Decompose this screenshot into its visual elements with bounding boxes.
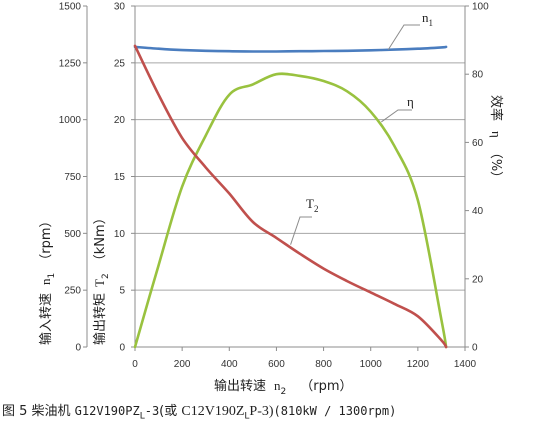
x-tick-label-0: 0	[132, 359, 138, 370]
series-leaders	[290, 24, 420, 245]
caption-paren: (或	[159, 404, 182, 419]
y-left2-tick-label-20: 20	[114, 115, 126, 126]
series-lines	[133, 44, 448, 349]
y-left1-tick-label-1250: 1250	[59, 58, 82, 69]
series-label-n1: n1	[422, 10, 433, 28]
series-label-t2: T2	[306, 196, 318, 214]
caption-prefix: 图 5 柴油机	[2, 404, 75, 419]
x-tick-labels: 0 200 400 600 800 1000 1200 1400	[132, 359, 476, 370]
y-left1-title: 输入转速n1（rpm）	[38, 214, 57, 345]
y-left2-tick-label-30: 30	[114, 2, 126, 13]
leader-t2	[290, 216, 312, 245]
x-tick-label-1400: 1400	[454, 359, 477, 370]
x-tick-label-600: 600	[268, 359, 285, 370]
y-right-tick-label-40: 40	[472, 206, 484, 217]
series-line-2	[133, 44, 448, 349]
y-right-tick-label-80: 80	[472, 70, 484, 81]
series-line-1	[133, 72, 448, 349]
y-left1-tick-label-1500: 1500	[59, 2, 82, 13]
y-right-tick-labels: 0 20 40 60 80 100	[472, 2, 489, 354]
y-right-tick-label-0: 0	[472, 343, 478, 354]
caption-rating: (810kW / 1300rpm)	[273, 404, 397, 418]
gridlines	[135, 5, 465, 291]
series-label-eta: η	[407, 94, 414, 109]
y-left2-tick-labels: 0 5 10 15 20 25 30	[114, 2, 126, 354]
y-left1-tick-label-750: 750	[64, 172, 81, 183]
caption-model2: C12V190Z	[181, 404, 245, 419]
x-axis-title: 输出转速 n2 （rpm）	[214, 378, 353, 397]
y-right-tick-label-100: 100	[472, 2, 489, 13]
caption-model2-sub: L	[244, 411, 250, 422]
y-right-tick-label-60: 60	[472, 138, 484, 149]
axes	[83, 5, 469, 351]
figure-caption: 图 5 柴油机 G12V190PZL-3(或 C12V190ZLP-3)(810…	[2, 400, 396, 422]
y-left1-tick-label-250: 250	[64, 286, 81, 297]
leader-eta	[381, 109, 412, 123]
y-left2-tick-label-25: 25	[114, 58, 126, 69]
caption-model1-suffix: -3	[144, 404, 160, 418]
y-right-tick-label-20: 20	[472, 274, 484, 285]
y-left2-tick-label-0: 0	[119, 343, 125, 354]
y-right-title: 效率η（%）	[488, 95, 504, 184]
y-left1-tick-label-0: 0	[75, 343, 81, 354]
y-left1-tick-label-1000: 1000	[59, 115, 82, 126]
y-left1-tick-label-500: 500	[64, 229, 81, 240]
leader-n1	[387, 24, 420, 50]
x-tick-label-800: 800	[315, 359, 332, 370]
series-line-0	[133, 45, 448, 53]
x-tick-label-1000: 1000	[360, 359, 383, 370]
caption-model1: G12V190PZ	[74, 404, 140, 418]
y-left2-title: 输出转矩T2（kNm）	[92, 211, 111, 345]
x-tick-label-400: 400	[221, 359, 238, 370]
x-tick-label-200: 200	[174, 359, 191, 370]
x-tick-label-1200: 1200	[407, 359, 430, 370]
y-left2-tick-label-10: 10	[114, 229, 126, 240]
y-left2-tick-label-5: 5	[119, 286, 125, 297]
caption-model2-suffix: P-3)	[249, 404, 274, 419]
caption-model1-sub: L	[139, 411, 145, 422]
y-left2-tick-label-15: 15	[114, 172, 126, 183]
y-left1-tick-labels: 0 250 500 750 1000 1250 1500	[59, 2, 82, 354]
